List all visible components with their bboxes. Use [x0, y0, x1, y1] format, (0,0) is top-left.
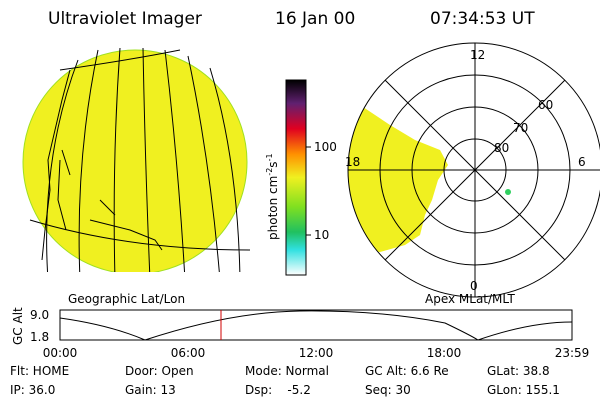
mlt-label: 12: [470, 48, 485, 62]
colorbar: [285, 79, 307, 276]
lat-label: 80: [494, 141, 509, 155]
title: Ultraviolet Imager: [48, 9, 202, 29]
status-field: GC Alt: 6.6 Re: [365, 364, 449, 378]
colorbar-label: photon cm-2s-1: [265, 153, 280, 240]
altitude-frame: [59, 309, 573, 341]
polar-caption: Apex MLat/MLT: [425, 292, 515, 306]
time: 07:34:53 UT: [430, 9, 535, 29]
time-tick-label: 12:00: [299, 346, 334, 360]
time-tick-label: 00:00: [43, 346, 78, 360]
geographic-image: [22, 47, 251, 272]
time-tick-label: 23:59: [555, 346, 590, 360]
polar-image: [347, 42, 600, 298]
date: 16 Jan 00: [275, 9, 355, 29]
mlt-label: 18: [345, 155, 360, 169]
altitude-tick-label: 1.8: [30, 330, 49, 344]
status-field: Door: Open: [125, 364, 194, 378]
colorbar-tick-label: 10: [314, 228, 329, 242]
status-panel: Flt: HOME Door: Open Mode: Normal GC Alt: 6…: [10, 364, 560, 397]
status-field: Dsp: -5.2: [245, 383, 311, 397]
status-field: Seq: 30: [365, 383, 411, 397]
status-field: GLon: 155.1: [487, 383, 560, 397]
status-field: Flt: HOME: [10, 364, 69, 378]
lat-label: 70: [513, 121, 528, 135]
mlt-label: 0: [470, 279, 478, 293]
time-tick-label: 18:00: [427, 346, 462, 360]
geo-caption: Geographic Lat/Lon: [68, 292, 185, 306]
status-field: IP: 36.0: [10, 383, 55, 397]
altitude-curve: [59, 310, 573, 341]
mlt-label: 6: [578, 155, 586, 169]
time-tick-label: 06:00: [171, 346, 206, 360]
altitude-tick-label: 9.0: [30, 308, 49, 322]
altitude-label: GC Alt: [11, 307, 25, 345]
status-field: Gain: 13: [125, 383, 176, 397]
colorbar-tick-label: 100: [314, 140, 337, 154]
status-field: Mode: Normal: [245, 364, 329, 378]
status-field: GLat: 38.8: [487, 364, 550, 378]
lat-label: 60: [538, 98, 553, 112]
